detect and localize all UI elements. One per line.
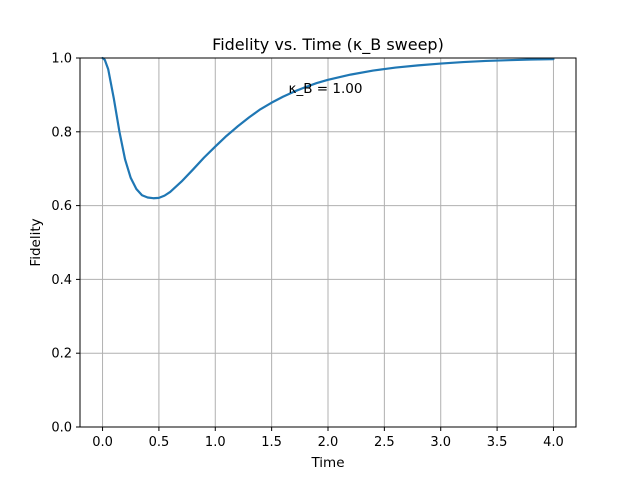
- fidelity-series-line: [101, 56, 555, 200]
- annotation-label: κ_B = 1.00: [289, 81, 363, 97]
- x-tick-label: 3.0: [430, 435, 451, 450]
- x-tick-label: 4.0: [543, 435, 564, 450]
- x-axis-label: Time: [310, 455, 344, 471]
- y-tick-label: 0.2: [51, 347, 72, 362]
- x-tick-label: 0.5: [149, 435, 170, 450]
- y-tick-label: 0.6: [51, 199, 72, 214]
- y-tick-label: 0.0: [51, 421, 72, 436]
- x-tick-label: 0.0: [92, 435, 113, 450]
- x-tick-label: 3.5: [487, 435, 508, 450]
- x-tick-label: 2.5: [374, 435, 395, 450]
- chart-title: Fidelity vs. Time (κ_B sweep): [212, 35, 444, 55]
- y-tick-label: 0.8: [51, 125, 72, 140]
- x-tick-label: 2.0: [318, 435, 339, 450]
- grid: [80, 57, 576, 428]
- x-tick-label: 1.0: [205, 435, 226, 450]
- series-layer: [101, 56, 555, 200]
- ticks: 0.0 0.5 1.0 1.5 2.0 2.5 3.0 3.5 4.0 0.0 0.2 0.4 0.6 0…: [51, 52, 563, 451]
- y-tick-label: 1.0: [51, 52, 72, 67]
- x-tick-label: 1.5: [261, 435, 282, 450]
- y-axis-label: Fidelity: [28, 218, 44, 266]
- y-tick-label: 0.4: [51, 273, 72, 288]
